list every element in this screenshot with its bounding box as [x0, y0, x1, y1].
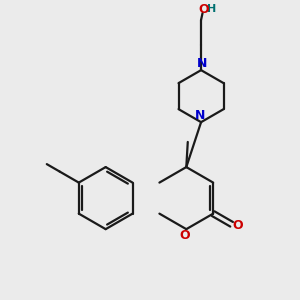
Text: H: H	[207, 4, 216, 14]
Text: O: O	[232, 218, 242, 232]
Text: O: O	[199, 3, 209, 16]
Text: N: N	[194, 109, 205, 122]
Text: N: N	[197, 57, 208, 70]
Text: O: O	[179, 229, 190, 242]
